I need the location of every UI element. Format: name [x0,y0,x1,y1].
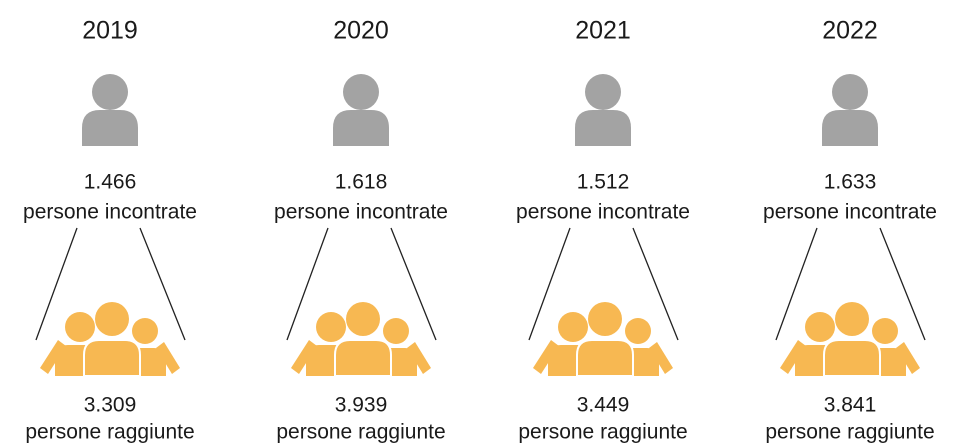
funnel-line [390,227,437,341]
group-head [316,312,346,342]
person-icon [333,74,389,146]
year-column: 2022 1.633 persone incontrate 3.841 persone … [763,17,937,443]
year-column: 2020 1.618 persone incontrate 3.939 persone … [274,17,448,443]
group-head [805,312,835,342]
met-label: persone incontrate [23,201,197,224]
reached-label: persone raggiunte [25,421,194,443]
group-arm [896,342,920,374]
year-column: 2019 1.466 persone incontrate 3.309 persone … [23,17,197,443]
funnel-line [775,227,818,341]
person-head [92,74,128,110]
met-count: 1.618 [335,171,388,194]
person-body [333,110,389,146]
year: 2020 [333,17,389,45]
reached-label: persone raggiunte [765,421,934,443]
group-head [132,318,158,344]
year: 2021 [575,17,631,45]
group-icon [40,302,180,377]
group-head [65,312,95,342]
reached-count: 3.449 [577,394,630,417]
year: 2019 [82,17,138,45]
group-head [872,318,898,344]
person-head [832,74,868,110]
funnel-line [879,227,926,341]
person-icon [822,74,878,146]
reached-count: 3.309 [84,394,137,417]
group-head [835,302,869,336]
funnel-line [139,227,186,341]
reached-label: persone raggiunte [518,421,687,443]
person-icon [82,74,138,146]
reached-count: 3.939 [335,394,388,417]
funnel-line [528,227,571,341]
funnel-line [286,227,329,341]
met-label: persone incontrate [763,201,937,224]
group-icon [780,302,920,377]
group-body [334,339,392,377]
reached-label: persone raggiunte [276,421,445,443]
group-arm [649,342,673,374]
group-head [588,302,622,336]
group-body [83,339,141,377]
met-label: persone incontrate [274,201,448,224]
met-label: persone incontrate [516,201,690,224]
group-head [346,302,380,336]
group-head [558,312,588,342]
person-body [82,110,138,146]
group-head [625,318,651,344]
group-body [576,339,634,377]
person-head [585,74,621,110]
met-count: 1.466 [84,171,137,194]
met-count: 1.633 [824,171,877,194]
year: 2022 [822,17,878,45]
person-icon [575,74,631,146]
person-head [343,74,379,110]
group-arm [156,342,180,374]
group-icon [291,302,431,377]
met-count: 1.512 [577,171,630,194]
group-head [95,302,129,336]
reached-count: 3.841 [824,394,877,417]
funnel-line [632,227,679,341]
group-body [823,339,881,377]
group-head [383,318,409,344]
year-column: 2021 1.512 persone incontrate 3.449 persone … [516,17,690,443]
group-arm [407,342,431,374]
group-icon [533,302,673,377]
person-body [822,110,878,146]
funnel-line [35,227,78,341]
person-body [575,110,631,146]
